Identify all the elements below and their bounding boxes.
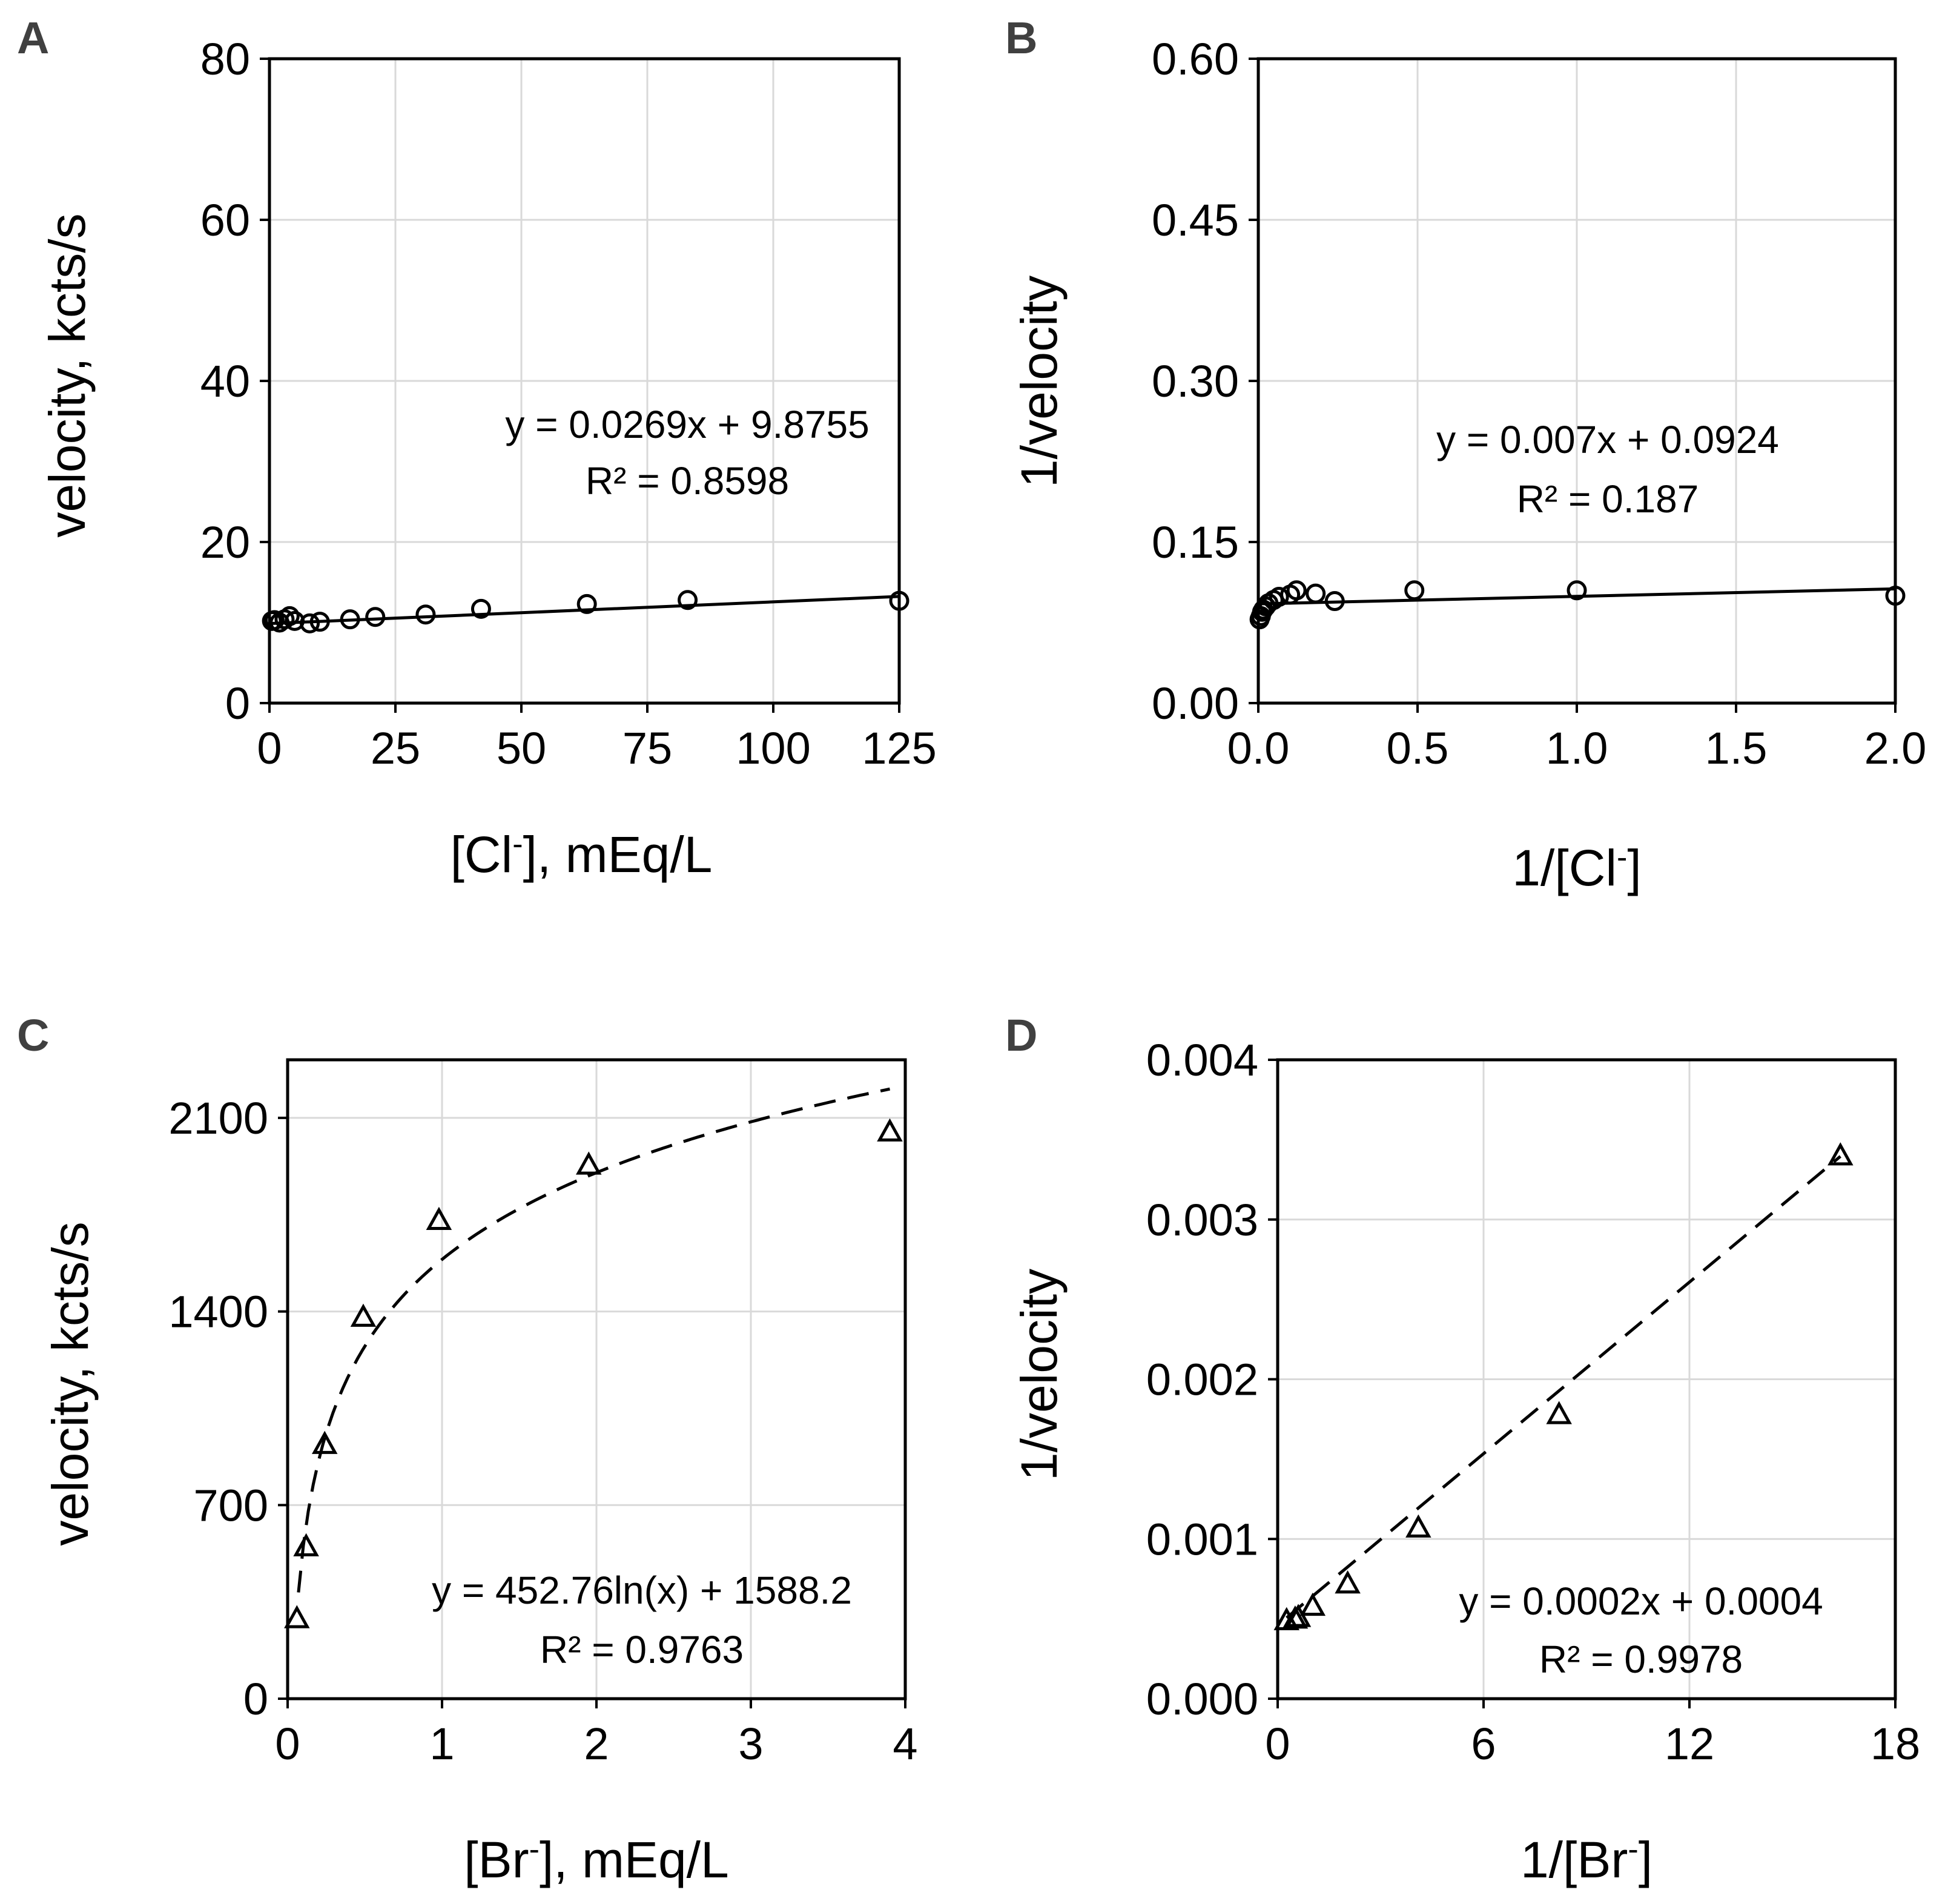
y-axis-title: velocity, kcts/s — [39, 213, 96, 537]
y-tick-label: 80 — [200, 34, 250, 84]
data-point — [1335, 1570, 1361, 1594]
x-tick-label: 1.5 — [1705, 723, 1768, 773]
y-tick-label: 700 — [194, 1480, 268, 1530]
data-point — [576, 1151, 602, 1175]
x-axis-title: 1/[Br-] — [1520, 1831, 1652, 1888]
x-tick-label: 3 — [738, 1719, 763, 1769]
data-point — [1269, 586, 1289, 607]
data-point — [293, 1533, 319, 1556]
data-point — [350, 1303, 377, 1327]
data-point — [1285, 1604, 1312, 1627]
data-point — [279, 606, 300, 626]
x-tick-label: 0 — [275, 1719, 300, 1769]
data-point — [340, 609, 360, 630]
data-point — [889, 590, 910, 611]
trendline-equation: y = 0.007x + 0.0924 — [1436, 418, 1779, 461]
y-tick-label: 0 — [243, 1674, 268, 1724]
x-axis-title: [Br-], mEq/L — [464, 1831, 728, 1888]
data-point — [311, 1430, 338, 1454]
x-tick-label: 0.0 — [1227, 723, 1290, 773]
r-squared-label: R² = 0.187 — [1517, 477, 1699, 521]
x-tick-label: 125 — [862, 723, 936, 773]
chart-panel-a: A 0 25 50 75 100 125 0 20 40 60 80 [Cl-], mEq/L veloc… — [17, 13, 937, 883]
x-tick-label: 100 — [736, 723, 810, 773]
panel-letter: B — [1005, 13, 1037, 63]
data-point — [1286, 580, 1307, 601]
trendline-equation: y = 0.0002x + 0.0004 — [1459, 1579, 1823, 1623]
y-tick-label: 0.003 — [1146, 1195, 1258, 1245]
x-tick-label: 75 — [622, 723, 672, 773]
y-tick-label: 0.001 — [1146, 1514, 1258, 1564]
trendline — [1258, 587, 1896, 606]
y-tick-label: 0.002 — [1146, 1355, 1258, 1405]
chart-panel-b: B 0.0 0.5 1.0 1.5 2.0 0.00 0.15 0.30 0.45 0.60 1/[C… — [1005, 13, 1926, 896]
data-point — [678, 590, 698, 610]
x-tick-label: 50 — [497, 723, 546, 773]
y-tick-label: 40 — [200, 356, 250, 406]
panel-letter: A — [17, 13, 49, 63]
r-squared-label: R² = 0.8598 — [586, 459, 789, 503]
x-tick-label: 2 — [584, 1719, 609, 1769]
y-tick-label: 2100 — [168, 1093, 268, 1143]
data-point — [1324, 591, 1345, 612]
panel-letter: D — [1005, 1010, 1037, 1060]
data-point — [1885, 586, 1906, 606]
data-point — [1282, 1605, 1309, 1629]
x-tick-label: 2.0 — [1864, 723, 1927, 773]
x-tick-label: 1 — [429, 1719, 454, 1769]
panel-letter: C — [17, 1010, 49, 1060]
data-point — [365, 607, 386, 627]
x-axis-title: 1/[Cl-] — [1512, 839, 1641, 896]
data-point — [1404, 580, 1425, 601]
y-axis-title: 1/velocity — [1011, 1269, 1068, 1481]
x-tick-label: 18 — [1870, 1719, 1920, 1769]
r-squared-label: R² = 0.9763 — [540, 1628, 744, 1671]
y-tick-label: 0.30 — [1152, 356, 1239, 406]
data-point — [877, 1118, 903, 1142]
y-tick-label: 0 — [225, 678, 250, 729]
data-point — [470, 598, 491, 619]
data-point — [1299, 1592, 1326, 1616]
y-tick-label: 0.00 — [1152, 678, 1239, 729]
chart-panel-c: C 0 1 2 3 4 0 700 1400 2100 [Br-], mEq/L velocity, … — [17, 1010, 918, 1888]
x-tick-label: 0 — [1265, 1719, 1290, 1769]
data-point — [576, 593, 597, 614]
y-axis-title: 1/velocity — [1011, 276, 1068, 488]
data-point — [1546, 1401, 1572, 1424]
x-tick-label: 1.0 — [1546, 723, 1608, 773]
x-tick-label: 25 — [371, 723, 420, 773]
x-tick-label: 0.5 — [1387, 723, 1449, 773]
data-point — [309, 612, 330, 632]
data-point — [300, 613, 320, 633]
y-tick-label: 60 — [200, 195, 250, 245]
y-tick-label: 0.45 — [1152, 195, 1239, 245]
data-point — [284, 1605, 310, 1628]
x-axis-title: [Cl-], mEq/L — [451, 826, 713, 883]
data-point — [1306, 583, 1326, 604]
y-tick-label: 0.004 — [1146, 1035, 1258, 1085]
y-tick-label: 1400 — [168, 1287, 268, 1337]
data-point — [1405, 1514, 1431, 1538]
data-point — [426, 1206, 452, 1230]
trendline — [1286, 1155, 1841, 1619]
x-tick-label: 12 — [1665, 1719, 1714, 1769]
trendline-equation: y = 452.76ln(x) + 1588.2 — [432, 1568, 852, 1612]
y-tick-label: 0.60 — [1152, 34, 1239, 84]
x-tick-label: 4 — [893, 1719, 917, 1769]
data-point — [1567, 580, 1587, 601]
y-tick-label: 0.000 — [1146, 1674, 1258, 1724]
data-point — [415, 604, 436, 625]
r-squared-label: R² = 0.9978 — [1539, 1638, 1743, 1681]
chart-panel-d: D 0 6 12 18 0.000 0.001 0.002 0.003 0.004 1/[Br-] 1… — [1005, 1010, 1920, 1888]
y-axis-title: velocity, kcts/s — [42, 1221, 99, 1545]
y-tick-label: 0.15 — [1152, 517, 1239, 567]
data-point — [1827, 1142, 1854, 1166]
y-tick-label: 20 — [200, 517, 250, 567]
trendline-equation: y = 0.0269x + 9.8755 — [505, 403, 869, 446]
trendline — [269, 595, 900, 626]
x-tick-label: 6 — [1471, 1719, 1496, 1769]
x-tick-label: 0 — [257, 723, 282, 773]
